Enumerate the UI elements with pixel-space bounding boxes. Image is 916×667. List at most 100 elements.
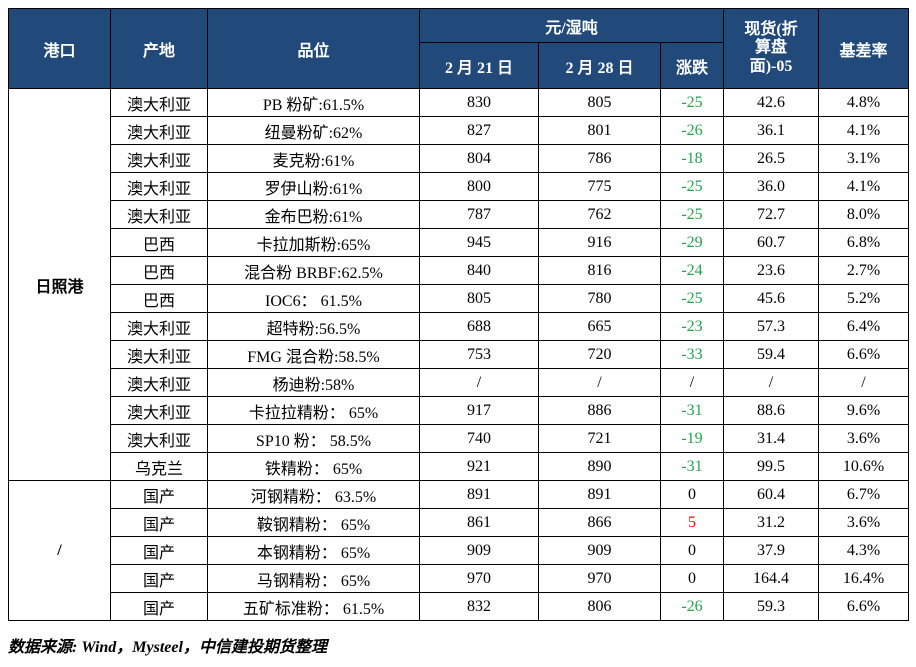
table-row: 澳大利亚 杨迪粉:58% / / / / / — [9, 368, 910, 397]
price-feb28-cell: 805 — [538, 88, 661, 117]
change-cell: 0 — [659, 536, 725, 565]
change-cell: -26 — [659, 116, 725, 145]
basis-rate-cell: 3.6% — [818, 508, 910, 537]
table-row: 国产 鞍钢精粉： 65% 861 866 5 31.2 3.6% — [9, 508, 910, 537]
change-cell: / — [659, 368, 725, 397]
basis-rate-cell: 6.7% — [818, 480, 910, 509]
port-cell: / — [8, 480, 111, 621]
price-feb21-cell: 800 — [419, 172, 539, 201]
origin-cell: 巴西 — [110, 284, 208, 313]
price-feb21-cell: 945 — [419, 228, 539, 257]
grade-cell: SP10 粉： 58.5% — [207, 424, 420, 453]
price-feb28-cell: 762 — [538, 200, 661, 229]
spot-converted-cell: 26.5 — [723, 144, 820, 173]
price-feb21-cell: 787 — [419, 200, 539, 229]
grade-cell: 混合粉 BRBF:62.5% — [207, 256, 420, 285]
change-cell: -31 — [659, 396, 725, 425]
origin-cell: 澳大利亚 — [110, 340, 208, 369]
origin-cell: 巴西 — [110, 228, 208, 257]
price-feb28-cell: 970 — [538, 564, 661, 593]
table-row: 澳大利亚 SP10 粉： 58.5% 740 721 -19 31.4 3.6% — [9, 424, 910, 453]
change-cell: -31 — [659, 452, 725, 481]
change-cell: -25 — [659, 88, 725, 117]
grade-cell: 超特粉:56.5% — [207, 312, 420, 341]
basis-rate-cell: 2.7% — [818, 256, 910, 285]
spot-converted-cell: 36.0 — [723, 172, 820, 201]
basis-rate-cell: 16.4% — [818, 564, 910, 593]
change-cell: -24 — [659, 256, 725, 285]
header-row-2: 2 月 21 日 2 月 28 日 涨跌 — [9, 42, 909, 89]
price-feb28-cell: 721 — [538, 424, 661, 453]
origin-cell: 澳大利亚 — [110, 396, 208, 425]
price-feb21-cell: 688 — [419, 312, 539, 341]
basis-rate-cell: / — [818, 368, 910, 397]
header-row-1: 港口 产地 品位 元/湿吨 现货(折 算盘 面)-05 基差率 — [8, 8, 910, 89]
price-feb21-cell: 891 — [419, 480, 539, 509]
table-row: 澳大利亚 卡拉拉精粉： 65% 917 886 -31 88.6 9.6% — [9, 396, 910, 425]
table-header: 港口 产地 品位 元/湿吨 现货(折 算盘 面)-05 基差率 2 月 21 日… — [8, 8, 910, 89]
price-feb28-cell: 886 — [538, 396, 661, 425]
spot-converted-cell: 37.9 — [723, 536, 820, 565]
price-feb21-cell: 921 — [419, 452, 539, 481]
header-date-feb28: 2 月 28 日 — [538, 42, 661, 89]
price-feb21-cell: 909 — [419, 536, 539, 565]
header-date-feb21: 2 月 21 日 — [419, 42, 539, 89]
table-row: 巴西 IOC6： 61.5% 805 780 -25 45.6 5.2% — [9, 284, 910, 313]
change-cell: -25 — [659, 284, 725, 313]
header-basis-rate: 基差率 — [818, 8, 910, 89]
basis-rate-cell: 5.2% — [818, 284, 910, 313]
spot-converted-cell: 59.3 — [723, 592, 820, 621]
spot-converted-cell: 42.6 — [723, 88, 820, 117]
price-feb21-cell: 840 — [419, 256, 539, 285]
table-row: 日照港 澳大利亚 PB 粉矿:61.5% 830 805 -25 42.6 4.8% — [8, 88, 910, 481]
spot-converted-cell: 36.1 — [723, 116, 820, 145]
origin-cell: 巴西 — [110, 256, 208, 285]
grade-cell: 罗伊山粉:61% — [207, 172, 420, 201]
header-port: 港口 — [8, 8, 111, 89]
spot-converted-cell: 23.6 — [723, 256, 820, 285]
spot-converted-cell: 72.7 — [723, 200, 820, 229]
spot-converted-cell: 60.7 — [723, 228, 820, 257]
origin-cell: 澳大利亚 — [110, 144, 208, 173]
spot-converted-cell: 164.4 — [723, 564, 820, 593]
origin-cell: 国产 — [110, 480, 208, 509]
price-feb21-cell: 970 — [419, 564, 539, 593]
change-cell: -23 — [659, 312, 725, 341]
spot-converted-cell: 88.6 — [723, 396, 820, 425]
price-feb28-cell: 786 — [538, 144, 661, 173]
origin-cell: 澳大利亚 — [110, 312, 208, 341]
price-feb21-cell: 832 — [419, 592, 539, 621]
origin-cell: 国产 — [110, 592, 208, 621]
change-cell: 0 — [659, 564, 725, 593]
grade-cell: PB 粉矿:61.5% — [207, 88, 420, 117]
spot-converted-cell: 45.6 — [723, 284, 820, 313]
table-row: 澳大利亚 超特粉:56.5% 688 665 -23 57.3 6.4% — [9, 312, 910, 341]
basis-rate-cell: 4.1% — [818, 116, 910, 145]
change-cell: -25 — [659, 172, 725, 201]
grade-cell: 卡拉加斯粉:65% — [207, 228, 420, 257]
table-row: 国产 五矿标准粉： 61.5% 832 806 -26 59.3 6.6% — [9, 592, 910, 621]
price-feb28-cell: 780 — [538, 284, 661, 313]
change-cell: -26 — [659, 592, 725, 621]
price-feb28-cell: 816 — [538, 256, 661, 285]
change-cell: 0 — [659, 480, 725, 509]
table-row: / 国产 河钢精粉： 63.5% 891 891 0 60.4 6.7% — [8, 480, 910, 621]
origin-cell: 澳大利亚 — [110, 200, 208, 229]
spot-converted-cell: 31.2 — [723, 508, 820, 537]
spot-converted-cell: 31.4 — [723, 424, 820, 453]
spot-converted-cell: 59.4 — [723, 340, 820, 369]
grade-cell: IOC6： 61.5% — [207, 284, 420, 313]
header-grade: 品位 — [207, 8, 420, 89]
origin-cell: 国产 — [110, 564, 208, 593]
origin-cell: 澳大利亚 — [110, 116, 208, 145]
spot-converted-cell: 99.5 — [723, 452, 820, 481]
grade-cell: 纽曼粉矿:62% — [207, 116, 420, 145]
price-feb21-cell: / — [419, 368, 539, 397]
price-feb21-cell: 917 — [419, 396, 539, 425]
basis-rate-cell: 3.6% — [818, 424, 910, 453]
price-feb21-cell: 830 — [419, 88, 539, 117]
grade-cell: 马钢精粉： 65% — [207, 564, 420, 593]
origin-cell: 澳大利亚 — [110, 424, 208, 453]
table-row: 乌克兰 铁精粉： 65% 921 890 -31 99.5 10.6% — [9, 452, 910, 481]
basis-rate-cell: 8.0% — [818, 200, 910, 229]
